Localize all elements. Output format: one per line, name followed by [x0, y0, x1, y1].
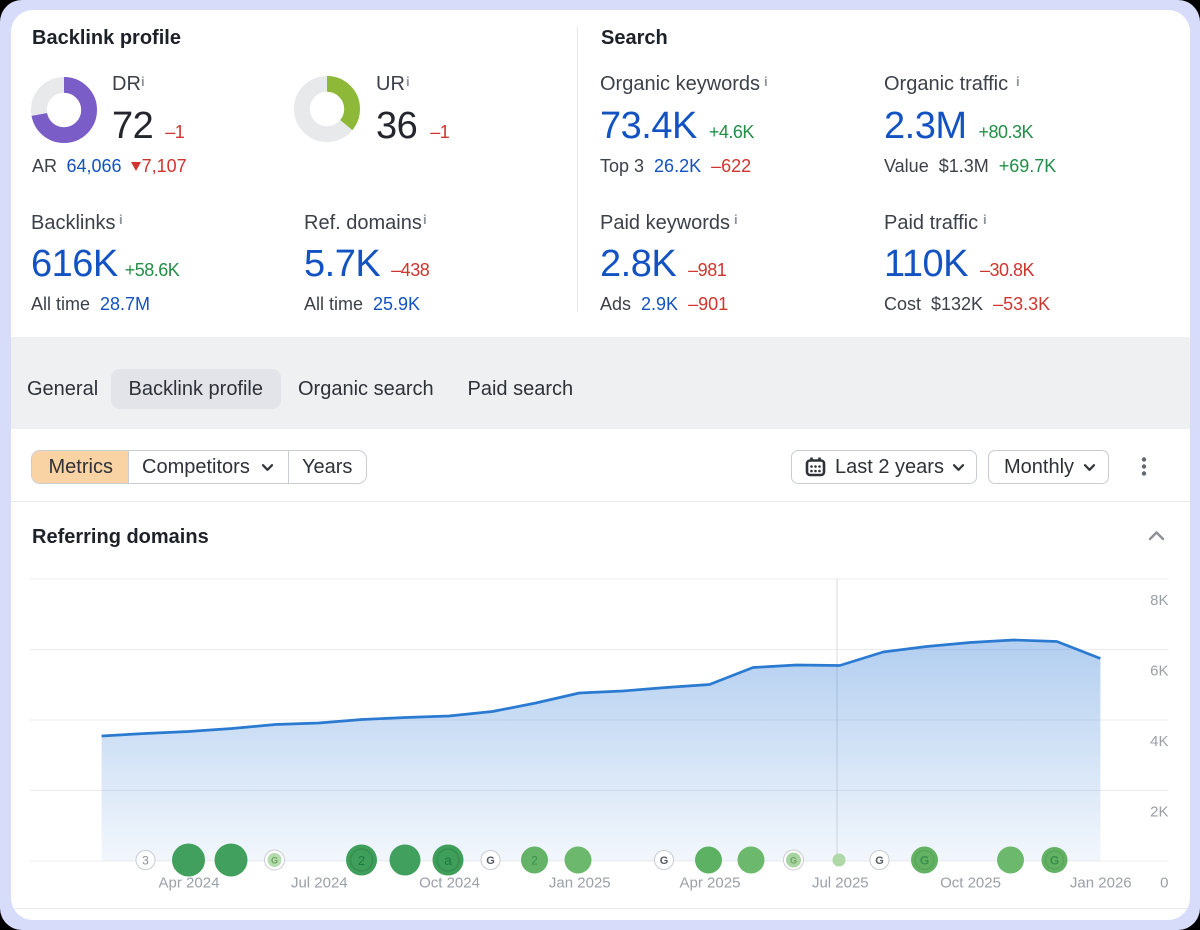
- svg-text:Oct 2025: Oct 2025: [940, 874, 1001, 891]
- svg-text:Jul 2024: Jul 2024: [291, 874, 348, 891]
- svg-text:a: a: [444, 852, 452, 868]
- svg-text:G: G: [1050, 854, 1059, 868]
- svg-text:2K: 2K: [1150, 803, 1168, 820]
- svg-text:G: G: [486, 855, 495, 867]
- svg-text:0: 0: [1160, 874, 1168, 891]
- svg-text:Jan 2025: Jan 2025: [549, 874, 611, 891]
- svg-text:3: 3: [142, 854, 149, 868]
- svg-text:4K: 4K: [1150, 733, 1168, 750]
- svg-text:8K: 8K: [1150, 592, 1168, 609]
- svg-text:G: G: [660, 855, 669, 867]
- svg-text:G: G: [790, 856, 797, 866]
- svg-text:Jul 2025: Jul 2025: [812, 874, 869, 891]
- svg-text:G: G: [920, 854, 929, 868]
- svg-text:Oct 2024: Oct 2024: [419, 874, 480, 891]
- svg-text:Apr 2024: Apr 2024: [159, 874, 220, 891]
- svg-text:2: 2: [358, 853, 365, 868]
- svg-text:6K: 6K: [1150, 662, 1168, 679]
- svg-text:Jan 2026: Jan 2026: [1070, 874, 1132, 891]
- svg-text:Apr 2025: Apr 2025: [680, 874, 741, 891]
- svg-text:G: G: [271, 856, 278, 866]
- svg-text:G: G: [875, 855, 884, 867]
- svg-text:2: 2: [531, 854, 538, 868]
